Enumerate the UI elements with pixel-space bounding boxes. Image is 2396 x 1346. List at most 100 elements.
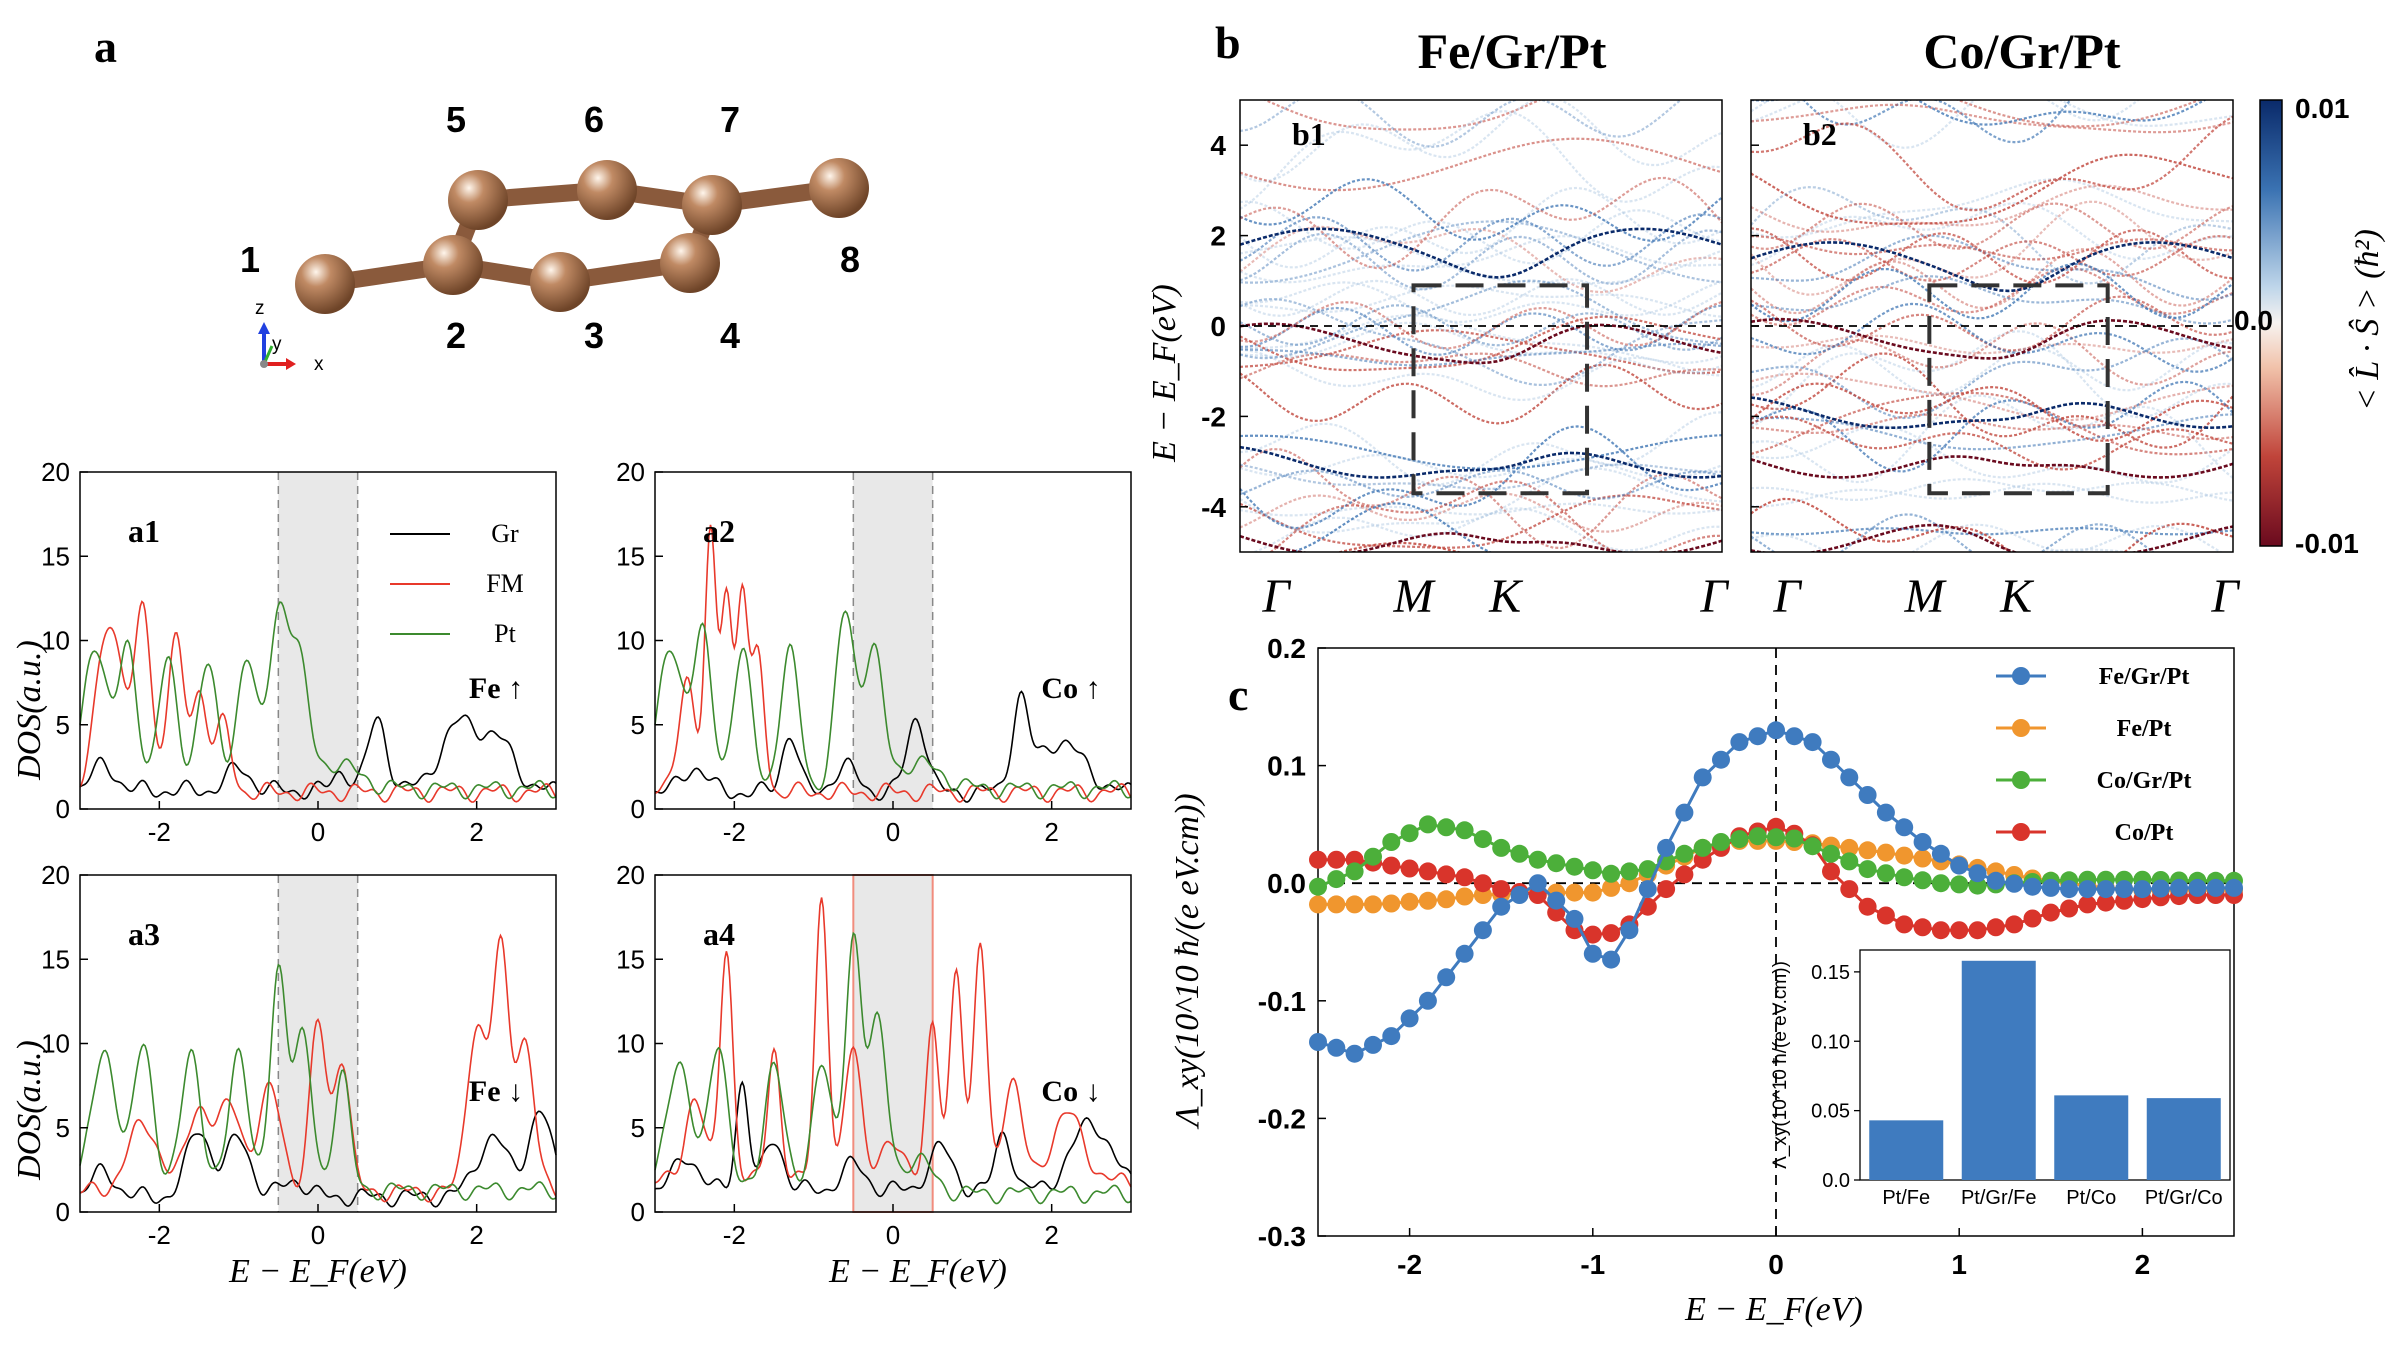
band-line [1240,220,1722,284]
data-point [1822,750,1840,769]
data-point [2206,878,2225,897]
data-point [1327,870,1346,889]
dos-curve-gr [79,1110,557,1208]
band-line [1240,329,1722,375]
band-title-cogrpt: Co/Gr/Pt [1923,23,2121,79]
data-point [1876,906,1895,925]
axis-y-label: y [272,334,282,355]
band-lines [1751,100,2233,552]
atom-label-8: 8 [840,239,860,280]
inset-xtick-label: Pt/Co [2066,1187,2116,1209]
band-line [1240,321,1722,375]
data-point [1693,768,1712,787]
atom-label-3: 3 [584,315,604,356]
data-point [2188,878,2207,897]
inset-xtick-label: Pt/Gr/Co [2145,1187,2223,1209]
data-point [1437,865,1456,884]
band-panel-1: b1 4 2 0 -2 -4 Γ M K Γ [1201,99,1729,623]
atom-4 [660,233,720,293]
band-line [1751,184,2233,233]
band-line [1751,330,2233,428]
data-point [1309,895,1327,914]
colorbar-max: 0.01 [2295,93,2350,124]
band-line-strong [1240,445,1722,479]
data-point [1876,843,1895,862]
xtick-label: -2 [723,1220,746,1250]
band-subplot-label: b1 [1292,116,1326,152]
data-point [1895,915,1914,934]
highlight-box [1411,283,1590,496]
atom-7 [682,175,742,235]
data-point [2078,880,2097,899]
band-line [1240,352,1722,388]
ytick-label: 15 [41,944,70,974]
ytick-label: 5 [631,1113,645,1143]
inset-bar [1869,1120,1944,1180]
kpoint-label: M [1904,570,1948,623]
band-line [1751,415,2233,471]
band-line [1955,100,2203,128]
xtick-label: -2 [148,1220,171,1250]
panel-label-a: a [94,21,117,72]
dos-curve-gr [654,1080,1132,1198]
band-line [1751,262,2233,323]
c-xlabel: E − E_F(eV) [1684,1291,1863,1328]
data-point [1895,868,1914,887]
legend-marker [2012,823,2030,841]
ytick-label: -0.2 [1258,1103,1306,1134]
data-point [1565,857,1584,876]
ytick-label: 15 [616,541,645,571]
data-point [1400,892,1419,911]
band-line [1751,337,2233,420]
ytick-label: -2 [1201,401,1226,432]
dos-subplot-a2: 0 5 10 15 20 -2 0 2 a2 Co ↑ [616,457,1132,847]
data-point [2005,915,2024,934]
series-fe-gr-pt [1309,721,2243,1063]
dos-subplot-label: a2 [703,513,735,549]
band-line [1751,235,2233,261]
data-point [1858,897,1877,916]
ytick-label: 4 [1210,130,1226,161]
data-point [1913,918,1932,937]
data-point [1785,727,1804,746]
data-point [1345,895,1364,914]
band-line [1240,280,1722,324]
data-point [1913,871,1932,890]
data-point [1565,883,1584,902]
band-line [1240,100,1722,183]
data-point [1400,859,1419,878]
data-point [1528,850,1547,869]
band-line [1240,363,1722,425]
band-line [1802,100,2072,144]
ytick-label: 20 [616,457,645,487]
ytick-label: 10 [41,626,70,656]
legend-marker [2012,719,2030,737]
ytick-label: 0.0 [1267,868,1306,899]
band-line-strong [1751,396,2233,430]
legend-label: Co/Gr/Pt [2097,768,2192,794]
ytick-label: 15 [41,541,70,571]
colorbar-min: -0.01 [2295,528,2359,559]
data-point [1822,844,1840,863]
band-line [1751,523,2223,552]
band-line [1240,297,1722,386]
ytick-label: 10 [41,1029,70,1059]
dos-spin-label: Fe ↓ [469,1075,523,1108]
data-point [1968,864,1987,883]
data-point [1382,833,1401,851]
data-point [1986,871,2005,890]
band-line [1240,236,1722,285]
band-line-strong [1751,241,2233,293]
dos-subplot-label: a4 [703,916,735,952]
data-point [1327,850,1346,869]
band-panel-2: b2 Γ M K Γ [1750,99,2240,623]
band-line-strong [1240,322,1722,365]
data-point [2151,879,2170,898]
ytick-label: 20 [41,860,70,890]
fermi-window [852,874,934,1213]
data-point [1675,865,1694,884]
ytick-label: 0 [56,794,70,824]
band-line [1751,227,2233,285]
data-point [1528,874,1547,893]
data-point [1602,950,1621,969]
